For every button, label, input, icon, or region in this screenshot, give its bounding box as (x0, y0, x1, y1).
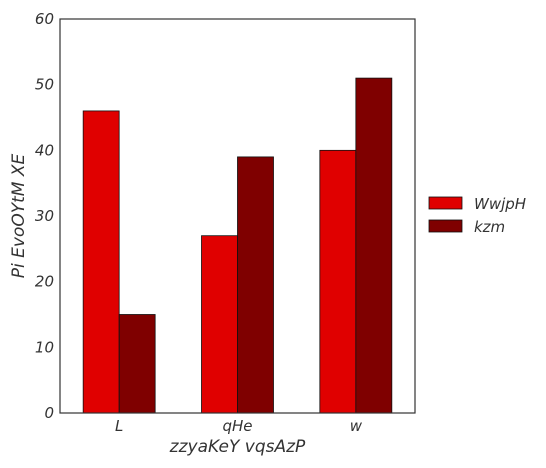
y-axis-title: Pi EvoOYtM XE (9, 154, 29, 279)
y-tick-label: 0 (44, 404, 54, 422)
legend-swatch-2 (428, 219, 463, 233)
y-tick-label: 40 (35, 141, 54, 159)
legend-swatch-1 (428, 196, 463, 210)
x-tick-label: qHe (222, 417, 252, 435)
x-axis-title: zzyaKeY vqsAzP (169, 437, 306, 457)
x-tick-label: w (350, 417, 363, 435)
legend-label-2: kzm (474, 218, 505, 236)
x-tick-label: L (115, 417, 123, 435)
y-tick-label: 50 (35, 76, 54, 94)
y-tick-label: 30 (35, 207, 54, 225)
bar-1-2 (201, 235, 238, 414)
bar-2-2 (237, 156, 274, 414)
bar-2-3 (355, 77, 393, 414)
legend-label-1: WwjpH (474, 195, 526, 213)
plot-frame (59, 18, 416, 414)
bar-2-1 (118, 314, 156, 414)
y-axis-ticks: 0 10 20 30 40 50 60 (35, 10, 54, 422)
y-tick-label: 10 (35, 338, 54, 356)
bar-1-3 (319, 149, 357, 414)
bars-group (82, 77, 393, 414)
legend: WwjpH kzm (428, 195, 526, 236)
y-tick-label: 20 (35, 273, 54, 291)
y-tick-label: 60 (35, 10, 54, 28)
bar-1-1 (82, 110, 120, 414)
